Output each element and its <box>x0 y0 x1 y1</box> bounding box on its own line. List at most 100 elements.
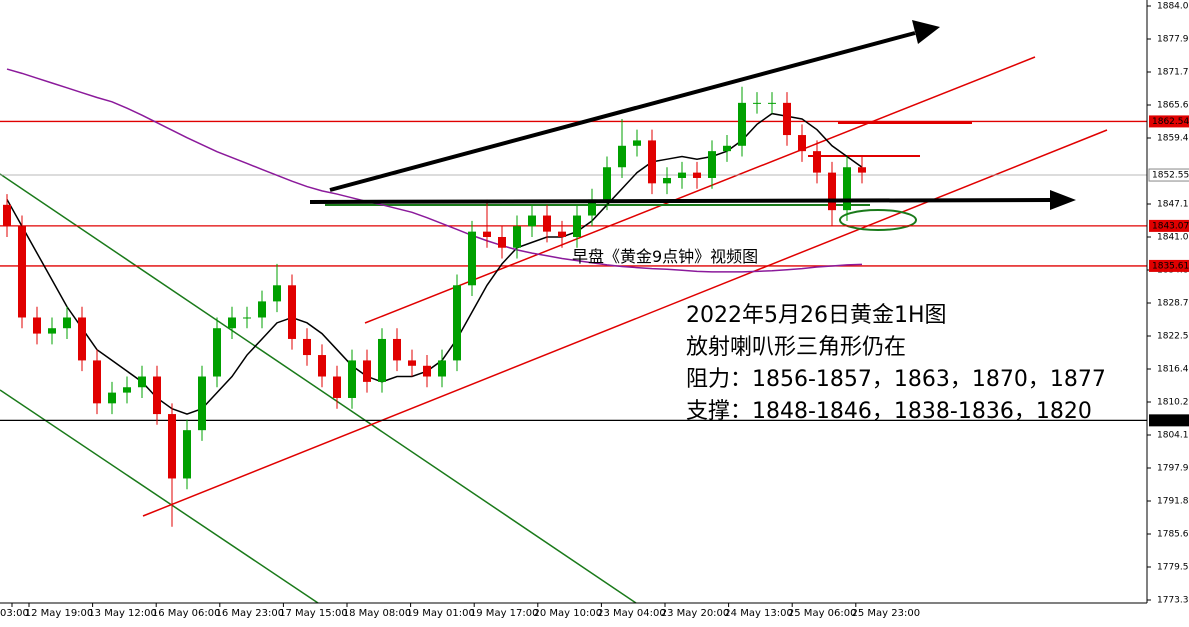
level-label-box <box>1149 259 1189 272</box>
x-tick-label: 25 May 06:00 <box>788 608 857 619</box>
trend-line <box>364 56 1036 324</box>
trend-line <box>0 389 319 604</box>
arrow-line <box>309 198 1053 204</box>
candle-body <box>453 285 461 361</box>
annotation: 阻力：1856-1857，1863，1870，1877 <box>686 367 1106 392</box>
x-tick-label: 23 May 04:00 <box>597 608 666 619</box>
candle-body <box>18 226 26 318</box>
y-tick-label: 1877.90 <box>1157 35 1189 45</box>
candle-body <box>738 102 746 146</box>
x-tick-label: 16 May 06:00 <box>152 608 221 619</box>
y-tick-label: 1779.50 <box>1157 563 1189 573</box>
candle-body <box>423 365 431 377</box>
candle-body <box>63 317 71 329</box>
x-tick-label: 17 May 15:00 <box>279 608 348 619</box>
candle-body <box>393 338 401 361</box>
candle-body <box>813 151 821 173</box>
y-tick-label: 1871.75 <box>1157 68 1189 78</box>
candle-body <box>318 355 326 377</box>
candle-body <box>153 376 161 415</box>
candle-body <box>798 135 806 152</box>
level-label: 1806.83 <box>1152 416 1189 426</box>
level-label-box <box>1149 219 1189 232</box>
candle-body <box>273 285 281 302</box>
moving-average <box>6 112 863 415</box>
annotation: 放射喇叭形三角形仍在 <box>686 335 906 360</box>
y-tick-label: 1884.05 <box>1157 2 1189 12</box>
level-label: 1843.07 <box>1152 221 1189 231</box>
x-tick-label: 20 May 10:00 <box>534 608 603 619</box>
candle-body <box>183 430 191 479</box>
candle-body <box>108 392 116 404</box>
candle-body <box>168 414 176 479</box>
candle-body <box>303 338 311 356</box>
y-tick-label: 1828.70 <box>1157 299 1189 309</box>
candle-body <box>768 102 776 104</box>
candle-body <box>693 172 701 178</box>
x-tick-label: 23 May 20:00 <box>661 608 730 619</box>
candle-body <box>678 172 686 178</box>
y-tick-label: 1865.60 <box>1157 101 1189 111</box>
level-label: 1862.54 <box>1152 117 1189 127</box>
candle-body <box>513 226 521 248</box>
candle-body <box>378 338 386 382</box>
arrow-line <box>329 31 916 192</box>
candle-body <box>663 177 671 184</box>
candle-body <box>483 231 491 237</box>
x-tick-label: 12 May 19:00 <box>25 608 94 619</box>
candle-body <box>753 102 761 104</box>
candle-body <box>468 231 476 286</box>
candle-body <box>288 285 296 339</box>
candle-body <box>543 215 551 232</box>
candle-body <box>558 231 566 237</box>
highlight-ellipse <box>839 209 917 231</box>
x-tick-label: 16 May 23:00 <box>216 608 285 619</box>
y-tick-label: 1859.45 <box>1157 134 1189 144</box>
candle-body <box>48 328 56 334</box>
candle-body <box>228 317 236 329</box>
x-tick-label: 03:00 <box>0 608 29 619</box>
candle-body <box>783 102 791 136</box>
y-tick-label: 1804.10 <box>1157 431 1189 441</box>
candle-body <box>858 167 866 173</box>
trend-line <box>142 129 1108 517</box>
candle-body <box>633 140 641 146</box>
candle-body <box>723 145 731 152</box>
trend-line <box>0 173 637 604</box>
y-tick-label: 1785.65 <box>1157 530 1189 540</box>
moving-average <box>6 68 863 273</box>
y-tick-label: 1797.95 <box>1157 464 1189 474</box>
y-tick-label: 1847.15 <box>1157 200 1189 210</box>
candle-body <box>438 360 446 377</box>
level-label-box <box>1149 414 1189 427</box>
candle-body <box>333 376 341 398</box>
candle-body <box>408 360 416 366</box>
candle-body <box>498 237 506 248</box>
candle-body <box>258 301 266 318</box>
x-tick-label: 13 May 12:00 <box>88 608 157 619</box>
candle-body <box>348 360 356 398</box>
y-tick-label: 1816.40 <box>1157 365 1189 375</box>
annotation: 2022年5月26日黄金1H图 <box>686 303 947 328</box>
candle-body <box>123 387 131 393</box>
x-tick-label: 18 May 08:00 <box>343 608 412 619</box>
y-tick-label: 1791.80 <box>1157 497 1189 507</box>
candle-body <box>3 204 11 227</box>
candle-body <box>213 328 221 377</box>
candle-body <box>33 317 41 334</box>
level-label-box <box>1149 115 1189 128</box>
candle-body <box>93 360 101 404</box>
candle-body <box>828 172 836 211</box>
y-tick-label: 1841.00 <box>1157 233 1189 243</box>
candle-body <box>198 376 206 431</box>
annotation: 支撑：1848-1846，1838-1836，1820 <box>686 399 1092 424</box>
y-tick-label: 1822.55 <box>1157 332 1189 342</box>
arrow-head <box>912 20 940 44</box>
annotation: 早盘《黄金9点钟》视频图 <box>572 247 758 266</box>
candle-body <box>363 360 371 382</box>
candle-body <box>648 140 656 184</box>
level-label-box <box>1148 168 1189 182</box>
arrow-head <box>1050 190 1076 210</box>
level-label: 1852.55 <box>1152 171 1189 181</box>
